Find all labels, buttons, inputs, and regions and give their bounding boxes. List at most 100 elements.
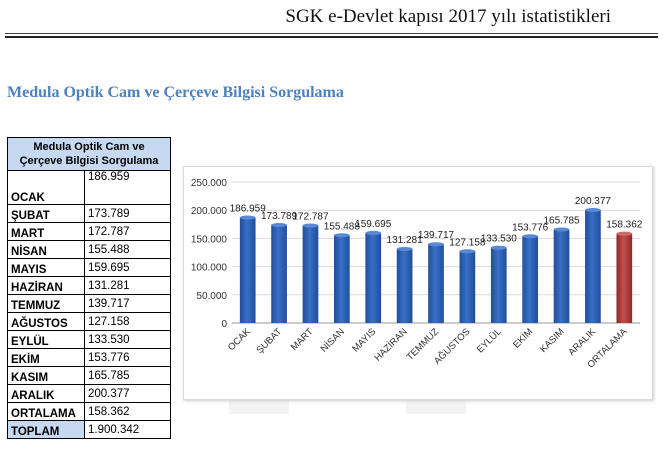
month-label: ŞUBAT	[7, 204, 85, 223]
bar	[396, 248, 413, 323]
data-label: 159.695	[355, 219, 392, 230]
table-row: KASIM 165.785	[7, 366, 171, 385]
bar-cap	[428, 242, 444, 247]
month-label: TEMMUZ	[7, 294, 85, 313]
table-total-row: TOPLAM 1.900.342	[7, 420, 171, 439]
x-tick-label: MAYIS	[350, 326, 378, 354]
y-tick-label: 150.000	[191, 234, 228, 245]
x-tick-label: ŞUBAT	[255, 326, 285, 356]
total-label: TOPLAM	[7, 420, 85, 439]
month-value: 186.959	[84, 170, 171, 205]
section-title: Medula Optik Cam ve Çerçeve Bilgisi Sorg…	[7, 84, 344, 101]
month-value: 159.695	[84, 258, 171, 277]
table-header-line1: Medula Optik Cam ve	[33, 141, 145, 153]
month-label: HAZİRAN	[7, 276, 85, 295]
data-label: 200.377	[575, 196, 612, 207]
data-label: 186.959	[230, 204, 267, 215]
bar-cap	[271, 222, 287, 227]
table-row: OCAK 186.959	[7, 170, 171, 205]
table-row: ŞUBAT 173.789	[7, 204, 171, 223]
data-label: 158.362	[606, 220, 643, 231]
month-label: EKİM	[7, 348, 85, 367]
bar-chart-container: 0 50.000 100.000 150.000 200.000 250.000 186.9…	[183, 166, 653, 400]
bar-cap	[490, 245, 507, 250]
bar	[428, 244, 444, 323]
bar-cap	[585, 207, 601, 212]
month-value: 172.787	[84, 222, 171, 241]
bar	[365, 232, 382, 323]
bar-cap	[239, 215, 256, 220]
data-label: 173.789	[261, 211, 298, 222]
y-tick-label: 50.000	[196, 291, 227, 302]
month-value: 158.362	[84, 402, 171, 421]
y-tick-label: 200.000	[191, 206, 228, 217]
month-value: 139.717	[84, 294, 171, 313]
month-label: OCAK	[7, 170, 85, 205]
data-label: 172.787	[292, 212, 329, 223]
data-label: 127.158	[449, 237, 486, 248]
x-tick-label: EYLÜL	[475, 326, 504, 355]
x-tick-label: OCAK	[226, 326, 253, 353]
table-row: AĞUSTOS 127.158	[7, 312, 171, 331]
bar-cap	[522, 234, 538, 239]
total-value: 1.900.342	[84, 420, 171, 439]
bar-cap	[616, 231, 633, 236]
table-row: ARALIK 200.377	[7, 384, 171, 403]
bar-cap	[334, 233, 350, 238]
table-header-row: Medula Optik Cam ve Çerçeve Bilgisi Sorg…	[7, 137, 171, 171]
table-row: ORTALAMA 158.362	[7, 402, 171, 421]
month-label: NİSAN	[7, 240, 85, 259]
data-label: 133.530	[481, 234, 518, 245]
y-tick-label: 100.000	[191, 263, 228, 274]
month-value: 173.789	[84, 204, 171, 223]
page-shadow-right	[406, 398, 466, 414]
month-value: 131.281	[84, 276, 171, 295]
x-tick-label: MART	[289, 326, 316, 353]
header-divider-thick	[5, 36, 658, 38]
month-label: ARALIK	[7, 384, 85, 403]
month-label: ORTALAMA	[7, 402, 85, 421]
month-label: MART	[7, 222, 85, 241]
bar	[585, 209, 601, 323]
month-label: MAYIS	[7, 258, 85, 277]
table-header-line2: Çerçeve Bilgisi Sorgulama	[19, 155, 159, 167]
bar	[302, 225, 319, 323]
x-tick-label: KASIM	[538, 326, 567, 355]
month-value: 133.530	[84, 330, 171, 349]
x-tick-label: EKİM	[511, 326, 535, 350]
bar-cap	[459, 249, 476, 254]
month-value: 127.158	[84, 312, 171, 331]
document-header-title: SGK e-Devlet kapısı 2017 yılı istatistik…	[285, 6, 611, 27]
bar-cap	[365, 230, 382, 235]
month-value: 155.488	[84, 240, 171, 259]
month-value: 165.785	[84, 366, 171, 385]
bar	[616, 233, 633, 323]
table-row: HAZİRAN 131.281	[7, 276, 171, 295]
table-row: MAYIS 159.695	[7, 258, 171, 277]
month-value: 153.776	[84, 348, 171, 367]
table-body: OCAK 186.959 ŞUBAT 173.789 MART 172.787 NİSAN 1…	[7, 170, 171, 439]
bar	[522, 236, 538, 323]
bar-cap	[302, 223, 319, 228]
table-row: NİSAN 155.488	[7, 240, 171, 259]
table-row: EYLÜL 133.530	[7, 330, 171, 349]
x-tick-label: HAZİRAN	[372, 326, 409, 363]
bar	[490, 247, 507, 323]
header-divider-thin	[5, 33, 658, 34]
bar	[271, 224, 287, 323]
bar-cap	[396, 246, 413, 251]
data-label: 165.785	[543, 215, 580, 226]
table-header: Medula Optik Cam ve Çerçeve Bilgisi Sorg…	[7, 137, 171, 171]
data-label: 139.717	[418, 230, 455, 241]
page-shadow-left	[229, 398, 289, 414]
x-tick-label: NİSAN	[319, 326, 347, 354]
y-tick-label: 0	[221, 319, 227, 330]
table-row: MART 172.787	[7, 222, 171, 241]
bar-cap	[553, 227, 570, 232]
month-label: EYLÜL	[7, 330, 85, 349]
data-label: 153.776	[512, 222, 549, 233]
bar	[334, 235, 350, 323]
table-row: TEMMUZ 139.717	[7, 294, 171, 313]
bar	[459, 251, 476, 323]
data-label: 155.488	[324, 221, 361, 232]
